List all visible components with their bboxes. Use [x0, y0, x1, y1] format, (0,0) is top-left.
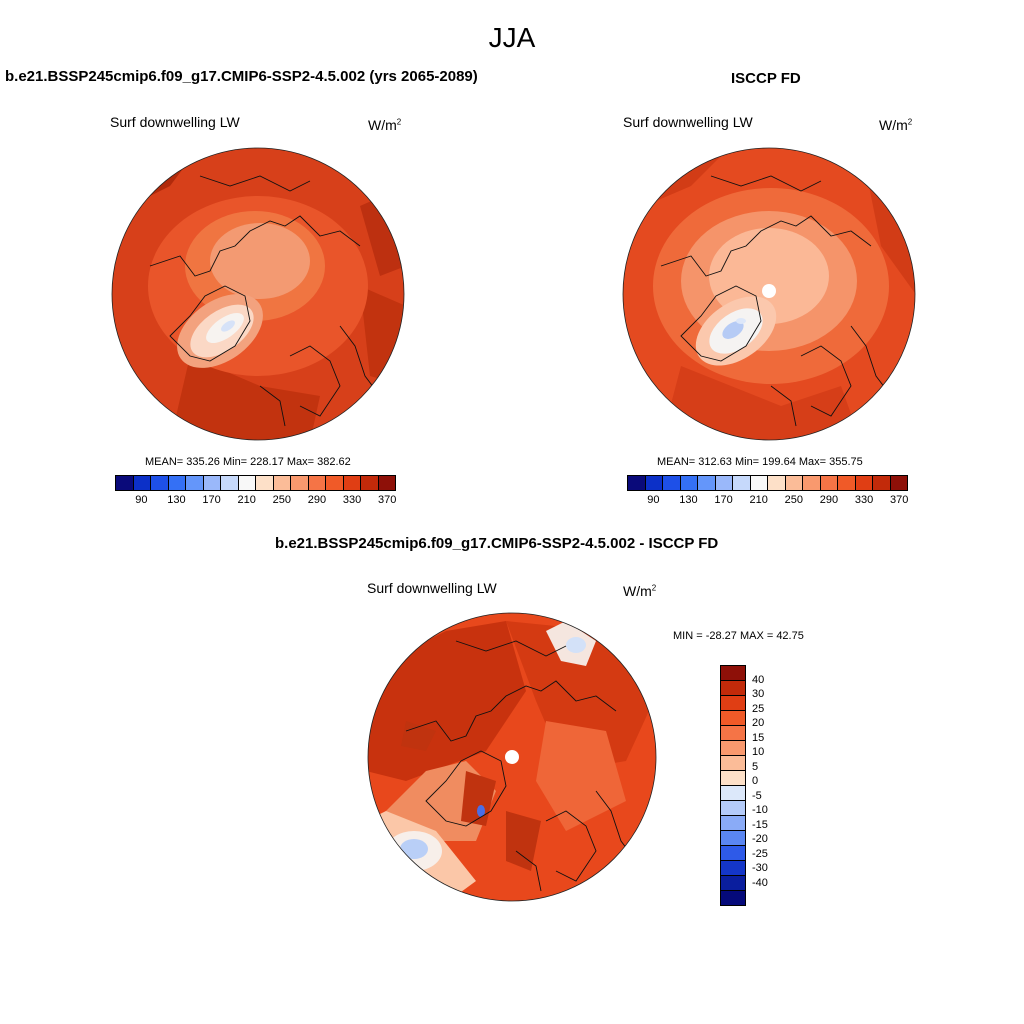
panel-3-title: b.e21.BSSP245cmip6.f09_g17.CMIP6-SSP2-4.…: [275, 535, 719, 552]
panel-1-variable-label: Surf downwelling LW: [110, 114, 240, 130]
colorbar-swatch: [803, 476, 821, 490]
colorbar-tick-label: 20: [752, 717, 765, 729]
colorbar-tick-label: -15: [752, 818, 768, 831]
colorbar-tick-label: 290: [307, 494, 327, 506]
panel-3-variable-label: Surf downwelling LW: [367, 580, 497, 596]
colorbar-swatch: [721, 771, 745, 786]
colorbar-swatch: [715, 476, 733, 490]
colorbar-tick-label: -25: [752, 847, 768, 860]
colorbar-tick-label: 250: [272, 494, 292, 506]
colorbar-swatch: [721, 786, 745, 801]
colorbar-swatch: [221, 476, 239, 490]
colorbar-tick-label: 370: [890, 494, 909, 506]
colorbar-swatch: [721, 741, 745, 756]
colorbar-tick-label: 330: [342, 494, 362, 506]
colorbar-swatch: [721, 876, 745, 891]
colorbar-swatch: [133, 476, 151, 490]
colorbar-tick-label: 90: [135, 494, 148, 506]
colorbar-swatch: [663, 476, 681, 490]
colorbar-tick-label: 210: [749, 494, 768, 506]
colorbar-swatch: [838, 476, 856, 490]
colorbar-tick-label: 330: [854, 494, 874, 506]
colorbar-swatch: [855, 476, 873, 490]
colorbar-swatch: [721, 891, 745, 905]
colorbar-tick-label: 15: [752, 731, 765, 744]
colorbar-swatch: [721, 846, 745, 861]
colorbar-tick-label: 10: [752, 746, 765, 758]
figure-title: JJA: [488, 22, 536, 53]
colorbar-swatch: [238, 476, 256, 490]
panel-1-units: W/m2: [368, 117, 402, 133]
panel-2-units: W/m2: [879, 117, 913, 133]
panel-1-colorbar: 90 130 170 210 250 290 330 370: [115, 475, 396, 507]
colorbar-swatch: [721, 726, 745, 741]
colorbar-swatch: [645, 476, 663, 490]
colorbar-swatch: [733, 476, 751, 490]
colorbar-swatch: [168, 476, 186, 490]
panel-3-stats: MIN = -28.27 MAX = 42.75: [673, 630, 804, 642]
colorbar-tick-label: 30: [752, 688, 765, 700]
colorbar-swatch: [873, 476, 891, 490]
colorbar-swatch: [721, 666, 745, 681]
colorbar-swatch: [151, 476, 169, 490]
colorbar-swatch: [680, 476, 698, 490]
colorbar-tick-label: 170: [202, 494, 221, 506]
panel-1-title: b.e21.BSSP245cmip6.f09_g17.CMIP6-SSP2-4.…: [5, 68, 478, 85]
colorbar-swatch: [750, 476, 768, 490]
colorbar-swatch: [721, 831, 745, 846]
colorbar-tick-label: 25: [752, 702, 765, 715]
colorbar-swatch: [768, 476, 786, 490]
panel-2-colorbar: 90 130 170 210 250 290 330 370: [627, 475, 908, 507]
colorbar-tick-label: 5: [752, 760, 759, 773]
colorbar-tick-label: -20: [752, 833, 768, 845]
colorbar-tick-label: -10: [752, 804, 768, 816]
colorbar-tick-label: 170: [714, 494, 733, 506]
colorbar-swatch: [785, 476, 803, 490]
colorbar-swatch: [890, 476, 907, 490]
panel-2-map: [622, 147, 916, 441]
panel-2-stats: MEAN= 312.63 Min= 199.64 Max= 355.75: [657, 456, 863, 468]
colorbar-swatch: [721, 696, 745, 711]
colorbar-swatch: [273, 476, 291, 490]
colorbar-tick-label: 370: [378, 494, 397, 506]
colorbar-swatch: [721, 756, 745, 771]
colorbar-swatch: [628, 476, 646, 490]
colorbar-tick-label: 210: [237, 494, 256, 506]
panel-3-units: W/m2: [623, 583, 657, 599]
colorbar-tick-label: 0: [752, 775, 759, 787]
panel-2-title: ISCCP FD: [731, 70, 801, 87]
panel-1-stats: MEAN= 335.26 Min= 228.17 Max= 382.62: [145, 456, 351, 468]
colorbar-swatch: [378, 476, 395, 490]
colorbar-swatch: [186, 476, 204, 490]
panel-2-variable-label: Surf downwelling LW: [623, 114, 753, 130]
colorbar-tick-label: 130: [167, 494, 186, 506]
colorbar-swatch: [721, 801, 745, 816]
colorbar-swatch: [203, 476, 221, 490]
panel-1-map: [111, 147, 405, 441]
colorbar-tick-label: 40: [752, 673, 765, 686]
colorbar-swatch: [698, 476, 716, 490]
colorbar-swatch: [721, 816, 745, 831]
colorbar-tick-label: -5: [752, 789, 762, 802]
colorbar-swatch: [361, 476, 379, 490]
colorbar-swatch: [256, 476, 274, 490]
panel-3-colorbar: 40 30 25 20 15 10 5 0 -5 -10 -15 -20 -25 -30 -40: [720, 665, 800, 906]
colorbar-swatch: [326, 476, 344, 490]
colorbar-swatch: [820, 476, 838, 490]
colorbar-tick-label: -40: [752, 876, 768, 889]
colorbar-swatch: [721, 861, 745, 876]
colorbar-tick-label: 250: [784, 494, 804, 506]
colorbar-swatch: [308, 476, 326, 490]
colorbar-swatch: [291, 476, 309, 490]
colorbar-swatch: [721, 711, 745, 726]
colorbar-tick-label: -30: [752, 862, 768, 874]
colorbar-tick-label: 90: [647, 494, 660, 506]
colorbar-swatch: [721, 681, 745, 696]
colorbar-swatch: [116, 476, 134, 490]
colorbar-tick-label: 290: [819, 494, 839, 506]
colorbar-swatch: [343, 476, 361, 490]
panel-3-map: [367, 612, 657, 902]
colorbar-tick-label: 130: [679, 494, 698, 506]
